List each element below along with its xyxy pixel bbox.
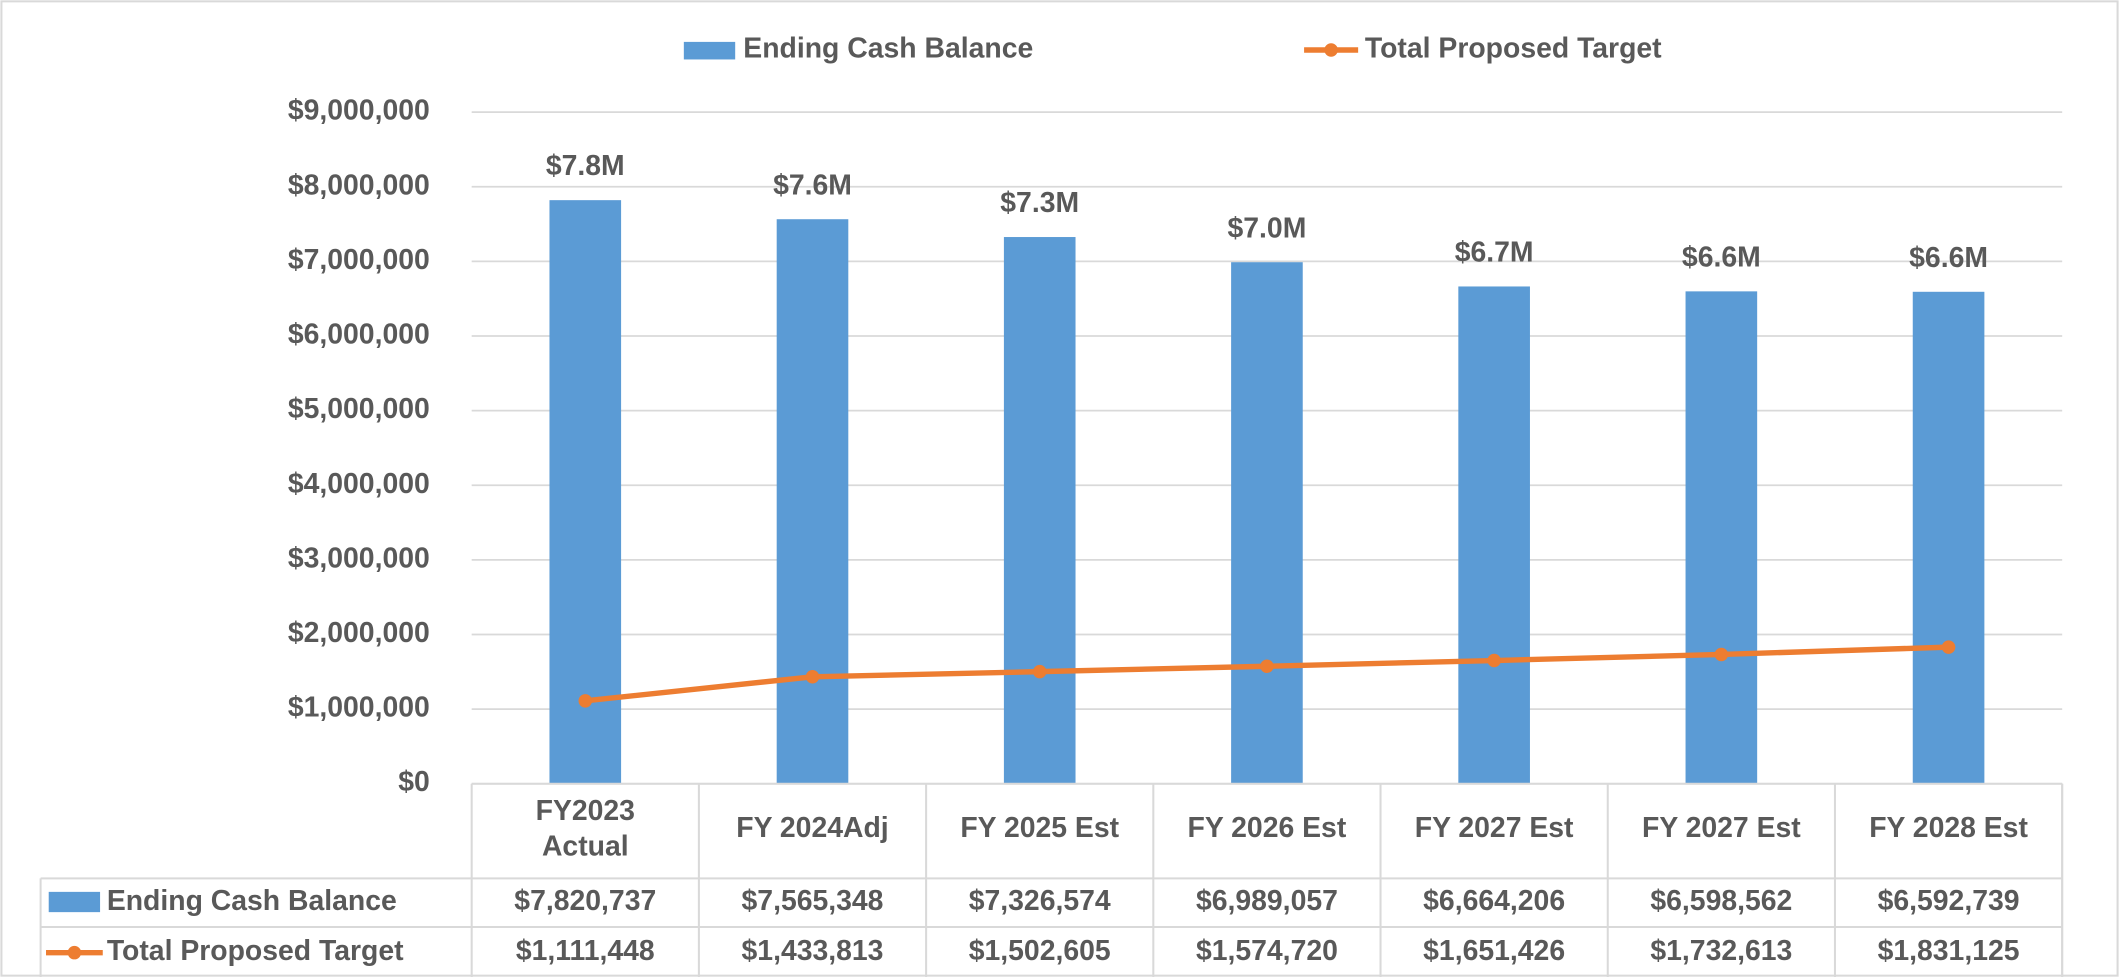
- legend-label: Ending Cash Balance: [743, 32, 1033, 64]
- data-label: $6.6M: [1909, 242, 1988, 274]
- x-tick-label: FY 2025 Est: [960, 812, 1119, 844]
- y-tick-label: $1,000,000: [288, 692, 430, 724]
- table-cell: $6,592,739: [1878, 885, 2020, 917]
- table-cell: $7,565,348: [742, 885, 884, 917]
- bar: [549, 200, 622, 784]
- bar: [1231, 262, 1303, 784]
- x-tick-label: FY 2028 Est: [1869, 812, 2028, 844]
- y-tick-label: $4,000,000: [288, 468, 430, 500]
- line-marker: [578, 694, 593, 708]
- data-label: $6.7M: [1455, 237, 1534, 269]
- bar: [1685, 291, 1758, 784]
- x-tick-label: FY 2026 Est: [1188, 812, 1347, 844]
- legend-swatch: [683, 41, 736, 60]
- y-tick-label: $2,000,000: [288, 617, 430, 649]
- table-cell: $1,574,720: [1196, 935, 1338, 967]
- table-cell: $7,820,737: [514, 885, 656, 917]
- bar: [1912, 291, 1985, 784]
- y-tick-label: $8,000,000: [288, 169, 430, 201]
- y-tick-label: $5,000,000: [288, 393, 430, 425]
- table-cell: $6,989,057: [1196, 885, 1338, 917]
- bar: [1003, 237, 1076, 784]
- table-legend-marker: [67, 945, 82, 960]
- y-tick-label: $7,000,000: [288, 244, 430, 276]
- line-marker: [1487, 653, 1501, 668]
- data-label: $7.0M: [1228, 212, 1307, 244]
- line-marker: [805, 670, 820, 684]
- y-tick-label: $9,000,000: [288, 95, 430, 127]
- data-label: $7.6M: [773, 169, 852, 201]
- table-cell: $6,664,206: [1423, 885, 1565, 917]
- line-marker: [1714, 647, 1729, 662]
- table-cell: $1,732,613: [1650, 935, 1792, 967]
- data-label: $7.8M: [546, 150, 625, 182]
- table-cell: $6,598,562: [1650, 885, 1792, 917]
- line-marker: [1941, 640, 1956, 654]
- table-cell: $1,651,426: [1423, 935, 1565, 967]
- x-tick-label: FY 2024Adj: [736, 812, 888, 844]
- table-row-label: Ending Cash Balance: [107, 885, 397, 917]
- x-tick-label: FY 2027 Est: [1415, 812, 1574, 844]
- line-marker: [1032, 664, 1047, 679]
- table-cell: $1,433,813: [742, 935, 884, 967]
- line-marker: [1260, 659, 1274, 674]
- table-legend-swatch: [48, 891, 101, 913]
- table-cell: $1,502,605: [969, 935, 1111, 967]
- data-label: $6.6M: [1682, 241, 1761, 273]
- legend-marker: [1324, 43, 1338, 57]
- bar: [776, 219, 849, 784]
- y-tick-label: $3,000,000: [288, 542, 430, 574]
- x-tick-label: FY 2027 Est: [1642, 812, 1801, 844]
- table-row-label: Total Proposed Target: [107, 935, 404, 967]
- table-cell: $1,111,448: [516, 935, 655, 967]
- legend-label: Total Proposed Target: [1365, 32, 1662, 64]
- data-label: $7.3M: [1000, 187, 1079, 219]
- table-cell: $7,326,574: [969, 885, 1111, 917]
- y-tick-label: $6,000,000: [288, 319, 430, 351]
- x-tick-label: FY2023 Actual: [536, 795, 635, 862]
- table-cell: $1,831,125: [1878, 935, 2020, 967]
- y-tick-label: $0: [398, 766, 430, 798]
- bar: [1458, 286, 1530, 784]
